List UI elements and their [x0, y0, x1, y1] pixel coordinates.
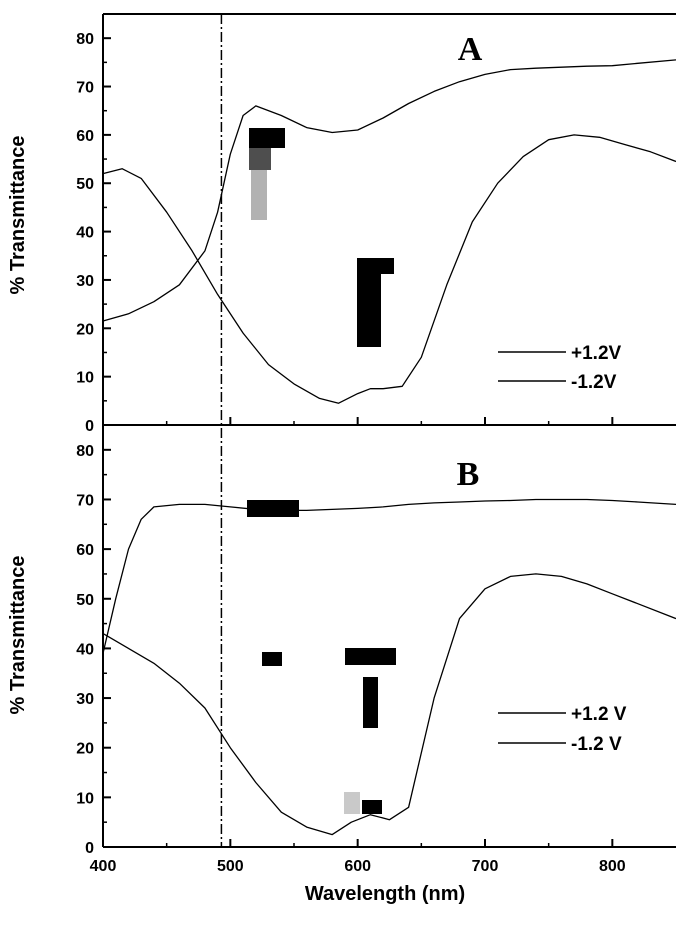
x-axis-title: Wavelength (nm) [305, 883, 465, 905]
scan-artifacts [247, 128, 396, 814]
panel-label-b: B [457, 456, 480, 493]
scan-artifact [262, 652, 282, 666]
scan-artifact [362, 800, 382, 814]
panel-label-a: A [458, 31, 483, 68]
x-tick-label: 500 [217, 858, 244, 875]
y-tick-label-b: 10 [76, 790, 94, 807]
series-line-a-minus [102, 134, 676, 404]
scan-artifact [249, 128, 285, 148]
y-tick-label-a: 30 [76, 273, 94, 290]
y-tick-label-b: 30 [76, 691, 94, 708]
scan-artifact [363, 677, 378, 728]
y-tick-label-a: 70 [76, 80, 94, 97]
legend-label-b-minus: -1.2 V [571, 734, 622, 755]
y-tick-label-a: 40 [76, 225, 94, 242]
legend-label-b-plus: +1.2 V [571, 704, 627, 725]
y-tick-label-b: 40 [76, 641, 94, 658]
scan-artifact [345, 648, 396, 665]
x-tick-label: 400 [90, 858, 117, 875]
y-tick-label-b: 20 [76, 741, 94, 758]
scan-artifact [357, 258, 394, 274]
legend-label-a-minus: -1.2V [571, 372, 617, 393]
y-tick-label-b: 50 [76, 592, 94, 609]
y-axis-title-panel-b: % Transmittance [7, 556, 29, 715]
y-tick-label-a: 10 [76, 370, 94, 387]
y-axis-title-panel-a: % Transmittance [7, 136, 29, 295]
x-tick-label: 700 [472, 858, 499, 875]
y-tick-label-b: 80 [76, 443, 94, 460]
series-line-b-minus [102, 573, 676, 836]
chart-labels: Wavelength (nm) % Transmittance % Transm… [7, 31, 627, 905]
scan-artifact [247, 500, 299, 517]
series-line-a-plus [102, 59, 676, 322]
y-tick-label-b: 60 [76, 542, 94, 559]
scan-artifact [344, 792, 360, 814]
y-tick-label-a: 50 [76, 176, 94, 193]
legend-label-a-plus: +1.2V [571, 343, 622, 364]
scan-artifact [251, 170, 267, 220]
y-tick-label-a: 80 [76, 31, 94, 48]
scan-artifact [249, 148, 271, 170]
y-tick-label-b: 70 [76, 492, 94, 509]
series-line-b-plus [102, 498, 676, 654]
y-tick-label-a: 0 [85, 418, 94, 435]
x-tick-label: 800 [599, 858, 626, 875]
y-tick-label-a: 20 [76, 321, 94, 338]
y-tick-label-a: 60 [76, 128, 94, 145]
x-tick-label: 600 [344, 858, 371, 875]
plot-frames [102, 13, 676, 848]
series-lines [102, 59, 676, 836]
scan-artifact [357, 274, 381, 347]
y-tick-label-b: 0 [85, 840, 94, 857]
